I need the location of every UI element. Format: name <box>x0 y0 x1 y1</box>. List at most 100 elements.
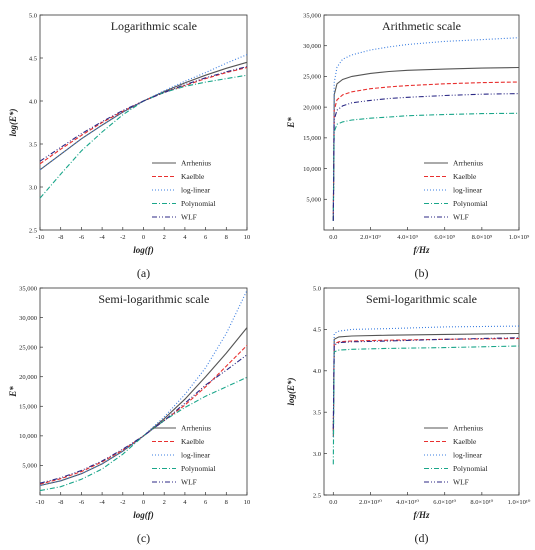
legend-entry: WLF <box>453 478 469 487</box>
x-tick-label: 8.0×10¹⁰ <box>470 499 493 506</box>
series-line-kaelble <box>332 337 520 432</box>
x-tick-label: -6 <box>79 499 85 506</box>
x-tick-label: -8 <box>58 234 63 241</box>
x-tick-label: 6 <box>204 234 208 241</box>
panel-label: (c) <box>137 531 150 545</box>
x-tick-label: 10 <box>244 499 251 506</box>
y-tick-label: 35,000 <box>303 12 321 19</box>
plot-frame <box>39 14 248 231</box>
y-axis-label: E* <box>286 117 296 129</box>
legend-entry: WLF <box>181 213 197 222</box>
x-tick-label: 0 <box>142 499 145 506</box>
panel-label: (d) <box>415 531 429 545</box>
y-tick-label: 20,000 <box>19 374 37 381</box>
x-tick-label: 2 <box>163 499 166 506</box>
x-tick-label: -8 <box>58 499 63 506</box>
y-tick-label: 3.0 <box>313 451 321 458</box>
y-tick-label: 3.5 <box>29 141 37 148</box>
x-tick-label: -4 <box>99 499 105 506</box>
y-tick-label: 5.0 <box>313 285 321 292</box>
x-tick-label: 2 <box>163 234 166 241</box>
series-line-kaelble <box>39 345 248 485</box>
y-tick-label: 35,000 <box>19 285 37 292</box>
x-tick-label: 6.0×10¹⁰ <box>433 499 456 506</box>
series-line-wlf <box>332 337 520 429</box>
x-tick-label: 4 <box>183 499 187 506</box>
y-tick-label: 20,000 <box>303 104 321 111</box>
y-tick-label: 5,000 <box>22 463 37 470</box>
series-line-polynomial <box>39 376 248 492</box>
x-tick-label: 1.0×10⁹ <box>509 234 530 241</box>
y-tick-label: 5,000 <box>306 197 321 204</box>
legend-entry: Kaelble <box>181 437 205 446</box>
y-axis-label: log(E*) <box>8 108 18 136</box>
x-tick-label: 0.0 <box>329 499 337 506</box>
y-tick-label: 15,000 <box>19 404 37 411</box>
series-line-wlf <box>39 66 248 162</box>
y-tick-label: 25,000 <box>19 344 37 351</box>
series-line-log-linear <box>332 37 520 221</box>
x-tick-label: 6 <box>204 499 208 506</box>
series-line-log-linear <box>332 325 520 438</box>
series-line-wlf <box>332 93 520 221</box>
legend-entry: Arrhenius <box>181 424 211 433</box>
y-tick-label: 4.0 <box>29 98 37 105</box>
chart-panel-2: 0.0 2.0×10⁹ 4.0×10⁹ 6.0×10⁹ 8.0×10⁹ 1.0×10⁹ 5,… <box>286 12 530 280</box>
series-line-log-linear <box>39 290 248 487</box>
x-tick-label: 4.0×10⁹ <box>397 234 418 241</box>
x-tick-label: 4.0×10¹⁰ <box>396 499 419 506</box>
legend-entry: Polynomial <box>453 199 488 208</box>
legend-entry: Kaelble <box>453 172 477 181</box>
legend-entry: log-linear <box>453 186 483 195</box>
x-tick-label: 6.0×10⁹ <box>434 234 455 241</box>
x-tick-label: -2 <box>120 499 125 506</box>
y-tick-label: 3.5 <box>313 410 321 417</box>
legend-entry: Arrhenius <box>181 159 211 168</box>
legend-entry: Polynomial <box>181 199 216 208</box>
y-tick-label: 15,000 <box>303 135 321 142</box>
y-tick-label: 4.0 <box>313 368 321 375</box>
x-tick-label: 4 <box>183 234 187 241</box>
y-tick-label: 3.0 <box>29 184 37 191</box>
series-line-kaelble <box>39 66 248 165</box>
y-tick-label: 10,000 <box>19 433 37 440</box>
y-tick-label: 30,000 <box>19 315 37 322</box>
chart-panel-3: -10 -8 -6 -4 -2 0 2 4 6 8 10 5,000 10,000 15,000 20,00… <box>8 285 250 545</box>
series-line-kaelble <box>332 81 520 221</box>
panel-label: (b) <box>415 266 429 280</box>
y-tick-label: 5.0 <box>29 12 37 19</box>
chart-panel-1: -10 -8 -6 -4 -2 0 2 4 6 8 10 2.5 3.0 3.5 4.0 4.5 5.0 Loga… <box>8 12 250 280</box>
series-line-polynomial <box>332 112 520 221</box>
legend-entry: WLF <box>181 478 197 487</box>
chart-title: Semi-logarithmic scale <box>98 292 209 306</box>
y-tick-label: 10,000 <box>303 166 321 173</box>
series-line-polynomial <box>332 345 520 465</box>
x-tick-label: -4 <box>99 234 105 241</box>
x-tick-label: 10 <box>244 234 251 241</box>
series-line-wlf <box>39 354 248 484</box>
x-tick-label: 8 <box>225 499 228 506</box>
y-tick-label: 4.5 <box>29 55 37 62</box>
x-tick-label: 2.0×10⁹ <box>360 234 381 241</box>
chart-panel-4: 0.0 2.0×10¹⁰ 4.0×10¹⁰ 6.0×10¹⁰ 8.0×10¹⁰ 1.0×1… <box>286 285 531 545</box>
x-tick-label: 1.0×10¹⁰ <box>508 499 531 506</box>
x-tick-label: -2 <box>120 234 125 241</box>
x-tick-label: -10 <box>36 234 45 241</box>
chart-title: Arithmetic scale <box>382 19 461 33</box>
chart-title: Logarithmic scale <box>111 19 197 33</box>
x-axis-label: log(f) <box>133 510 154 520</box>
plot-frame <box>323 14 520 231</box>
x-tick-label: -10 <box>36 499 45 506</box>
x-axis-label: log(f) <box>133 245 154 255</box>
x-axis-label: f/Hz <box>413 510 429 520</box>
y-tick-label: 2.5 <box>29 227 37 234</box>
x-tick-label: 2.0×10¹⁰ <box>359 499 382 506</box>
y-axis-label: log(E*) <box>286 377 296 405</box>
series-line-polynomial <box>39 74 248 199</box>
legend-entry: Arrhenius <box>453 159 483 168</box>
legend-entry: Kaelble <box>181 172 205 181</box>
legend-entry: Polynomial <box>453 464 488 473</box>
series-line-arrhenius <box>39 61 248 171</box>
x-tick-label: 0 <box>142 234 145 241</box>
